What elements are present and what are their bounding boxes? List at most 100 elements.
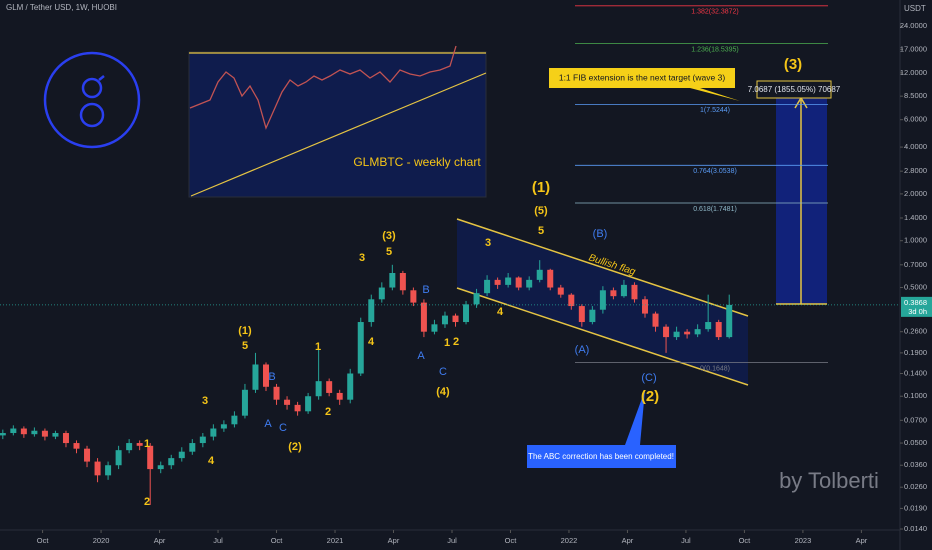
wave-label: 2 xyxy=(453,336,459,348)
wave-label: 4 xyxy=(497,306,504,318)
wave-labels: 1 2 3 4 (1) 5 (2) 1 2 3 4 (3) 5 1 2 (4) … xyxy=(144,56,802,508)
y-unit: USDT xyxy=(904,4,926,13)
wave-label: (2) xyxy=(288,441,302,453)
candle-body xyxy=(536,269,543,280)
candle-body xyxy=(715,322,722,338)
chart-title: GLM / Tether USD, 1W, HUOBI xyxy=(6,3,117,12)
wave-label: 4 xyxy=(208,455,215,467)
candle-body xyxy=(515,277,522,288)
y-tick-label: 0.1400 xyxy=(904,368,927,377)
abc-label: (A) xyxy=(575,344,590,356)
channel-top xyxy=(456,218,749,317)
wave-label: (1) xyxy=(532,179,550,196)
candle-body xyxy=(52,433,59,437)
fib-label: 1.236(18.5395) xyxy=(691,46,738,53)
candle-body xyxy=(305,396,312,412)
logo xyxy=(43,51,141,149)
candle-body xyxy=(231,415,238,425)
wave-label: 4 xyxy=(368,336,375,348)
candle-body xyxy=(378,287,385,300)
x-tick-label: Oct xyxy=(505,536,518,545)
y-tick-label: 8.5000 xyxy=(904,91,927,100)
candle-body xyxy=(41,430,48,437)
x-tick-label: 2020 xyxy=(93,536,110,545)
candle-body xyxy=(136,443,143,446)
x-tick-label: Oct xyxy=(37,536,50,545)
abc-label: A xyxy=(264,418,272,430)
wave-label: 2 xyxy=(144,496,150,508)
candle-body xyxy=(705,322,712,330)
candle-body xyxy=(252,364,259,390)
candle-body xyxy=(73,443,80,449)
y-tick-label: 12.0000 xyxy=(900,68,927,77)
candle-body xyxy=(84,448,91,462)
wave-label: 3 xyxy=(202,395,208,407)
candle-body xyxy=(641,299,648,314)
x-tick-label: 2022 xyxy=(561,536,578,545)
candle-body xyxy=(631,284,638,300)
inset-chart xyxy=(188,45,487,198)
target-label-box xyxy=(756,80,832,99)
candle-body xyxy=(168,458,175,466)
wave-label: (1) xyxy=(238,325,252,337)
wave-label: 5 xyxy=(386,246,392,258)
candle-body xyxy=(126,443,133,451)
callout-text: 1:1 FIB extension is the next target (wa… xyxy=(559,72,725,82)
candle-body xyxy=(452,315,459,323)
candle-body xyxy=(273,386,280,400)
y-tick-label: 0.5000 xyxy=(904,283,927,292)
channel-bottom xyxy=(456,287,749,386)
y-tick-label: 0.7000 xyxy=(904,260,927,269)
abc-labels: B A C B A C (B) (A) (C) xyxy=(264,228,656,434)
x-tick-label: Oct xyxy=(271,536,284,545)
candle-body xyxy=(262,364,269,387)
y-tick-label: 0.0360 xyxy=(904,460,927,469)
candle-body xyxy=(484,279,491,294)
abc-label: B xyxy=(268,371,275,383)
candle-body xyxy=(157,465,164,470)
wave-label: 2 xyxy=(325,406,331,418)
callout-box xyxy=(549,68,740,101)
x-tick-label: Apr xyxy=(622,536,634,545)
candle-body xyxy=(199,436,206,444)
candle-body xyxy=(368,299,375,323)
candle-body xyxy=(94,461,101,476)
candle-body xyxy=(441,315,448,325)
x-tick-label: 2021 xyxy=(327,536,344,545)
candle-body xyxy=(494,279,501,285)
candle-body xyxy=(620,284,627,297)
candle-body xyxy=(694,329,701,335)
y-tick-label: 0.1900 xyxy=(904,348,927,357)
target-label: 7.0687 (1855.05%) 70687 xyxy=(748,85,841,94)
abc-label: C xyxy=(439,366,447,378)
candle-body xyxy=(10,428,17,434)
fib-label: 1(7.5244) xyxy=(700,107,730,114)
wave-label: (3) xyxy=(784,56,802,73)
candle-body xyxy=(399,272,406,291)
y-tick-label: 0.0260 xyxy=(904,482,927,491)
candle-body xyxy=(241,389,248,416)
callout-box xyxy=(527,390,676,468)
candle-body xyxy=(115,450,122,466)
abc-label: (B) xyxy=(593,228,608,240)
candle-body xyxy=(684,331,691,335)
wave-label: (2) xyxy=(641,388,659,405)
y-tick-label: 0.0140 xyxy=(904,524,927,533)
candle-body xyxy=(599,290,606,310)
y-tick-label: 1.4000 xyxy=(904,213,927,222)
candle-body xyxy=(420,302,427,332)
y-tick-label: 4.0000 xyxy=(904,142,927,151)
y-tick-label: 2.8000 xyxy=(904,166,927,175)
candle-body xyxy=(410,290,417,303)
x-tick-label: 2023 xyxy=(795,536,812,545)
fib-label: 0.764(3.0538) xyxy=(693,168,737,175)
candle-body xyxy=(389,272,396,288)
candle-body xyxy=(220,424,227,429)
candle-body xyxy=(178,451,185,459)
watermark: by Tolberti xyxy=(779,468,879,493)
candle-body xyxy=(547,269,554,288)
candle-body xyxy=(326,381,333,393)
candle-body xyxy=(663,326,670,338)
candle-body xyxy=(589,309,596,323)
